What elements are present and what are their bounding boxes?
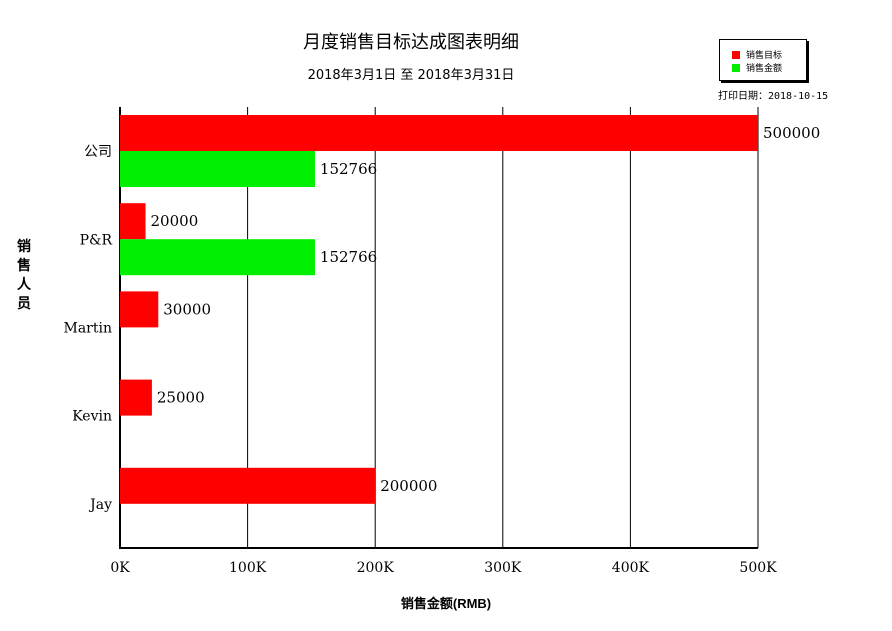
y-axis-label-char: 人 <box>17 277 31 293</box>
x-tick-label: 500K <box>739 560 777 576</box>
y-axis-label-char: 员 <box>17 296 31 312</box>
y-tick-label: 公司 <box>84 144 112 160</box>
bar <box>120 467 376 504</box>
y-axis-label-char: 售 <box>17 258 31 274</box>
x-tick-label: 400K <box>612 560 650 576</box>
x-tick-label: 300K <box>484 560 522 576</box>
x-tick-label: 200K <box>357 560 395 576</box>
y-tick-label: Jay <box>88 497 112 513</box>
legend-label-amount: 销售金额 <box>746 64 783 74</box>
bar-value-label: 25000 <box>157 389 205 407</box>
bar <box>120 115 758 151</box>
y-tick-label: Kevin <box>72 409 112 425</box>
y-tick-label: P&R <box>80 232 113 248</box>
bar <box>120 151 315 187</box>
bar-value-label: 200000 <box>380 477 437 495</box>
legend-item-amount: 销售金额 <box>732 61 782 74</box>
bar <box>120 239 315 276</box>
bar <box>120 291 159 328</box>
legend: 销售目标 销售金额 <box>719 39 807 81</box>
legend-item-target: 销售目标 <box>732 48 782 61</box>
chart-title: 月度销售目标达成图表明细 <box>303 32 519 53</box>
bar-value-label: 152766 <box>320 160 377 178</box>
x-tick-label: 100K <box>229 560 267 576</box>
bar <box>120 379 152 416</box>
print-date: 打印日期：2018-10-15 <box>718 91 829 102</box>
legend-swatch-target <box>732 50 740 59</box>
bar-value-label: 30000 <box>163 300 211 318</box>
y-axis-label: 销售人员 <box>14 238 34 314</box>
y-tick-label: Martin <box>64 321 113 337</box>
x-tick-label: 0K <box>110 560 130 576</box>
legend-label-target: 销售目标 <box>746 51 783 61</box>
bar <box>120 203 146 240</box>
bar-value-label: 20000 <box>151 212 199 230</box>
x-axis-label: 销售金额(RMB) <box>400 596 492 611</box>
chart-subtitle: 2018年3月1日 至 2018年3月31日 <box>307 68 515 83</box>
y-axis-label-char: 销 <box>17 239 31 255</box>
bar-value-label: 152766 <box>320 248 377 266</box>
legend-swatch-amount <box>732 63 740 72</box>
bar-value-label: 500000 <box>763 124 820 142</box>
